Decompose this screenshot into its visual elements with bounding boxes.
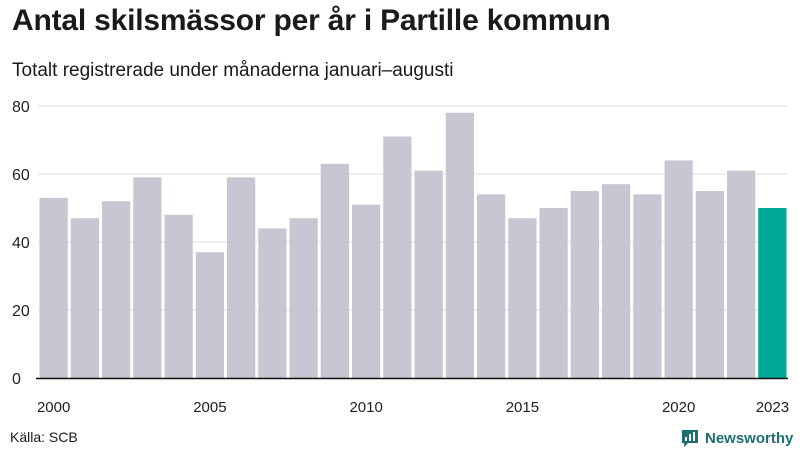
y-tick-label: 0	[12, 371, 21, 388]
bar	[289, 218, 318, 378]
y-tick-label: 40	[12, 235, 30, 252]
bar	[133, 177, 162, 378]
bar	[727, 170, 756, 378]
bar	[70, 218, 99, 378]
chart-subtitle: Totalt registrerade under månaderna janu…	[12, 60, 454, 81]
bar	[39, 197, 68, 378]
bar	[195, 252, 224, 378]
bar	[633, 194, 662, 378]
bar	[383, 136, 412, 378]
bar	[258, 228, 287, 378]
newsworthy-logo-icon	[682, 430, 698, 447]
chart-title: Antal skilsmässor per år i Partille komm…	[12, 4, 611, 37]
x-tick-label: 2015	[506, 399, 539, 416]
brand-logo: Newsworthy	[680, 428, 793, 448]
x-tick-label: 2000	[37, 399, 70, 416]
y-tick-label: 20	[12, 303, 30, 320]
bar	[539, 208, 568, 378]
x-tick-label: 2010	[349, 399, 382, 416]
x-tick-label: 2020	[662, 399, 695, 416]
bar	[320, 163, 349, 378]
y-tick-label: 80	[12, 99, 30, 116]
bar	[414, 170, 443, 378]
bar	[102, 201, 131, 378]
bar	[758, 208, 787, 378]
x-tick-label: 2023	[756, 399, 789, 416]
bar	[664, 160, 693, 378]
bar	[164, 214, 193, 378]
y-tick-label: 60	[12, 167, 30, 184]
bar	[352, 204, 381, 378]
source-note: Källa: SCB	[10, 429, 78, 445]
bar	[227, 177, 256, 378]
x-tick-label: 2005	[193, 399, 226, 416]
bar	[508, 218, 537, 378]
bar	[570, 191, 599, 378]
bar	[477, 194, 506, 378]
bar	[695, 191, 724, 378]
bar	[445, 112, 474, 379]
brand-name: Newsworthy	[705, 429, 794, 447]
bar	[602, 184, 631, 378]
